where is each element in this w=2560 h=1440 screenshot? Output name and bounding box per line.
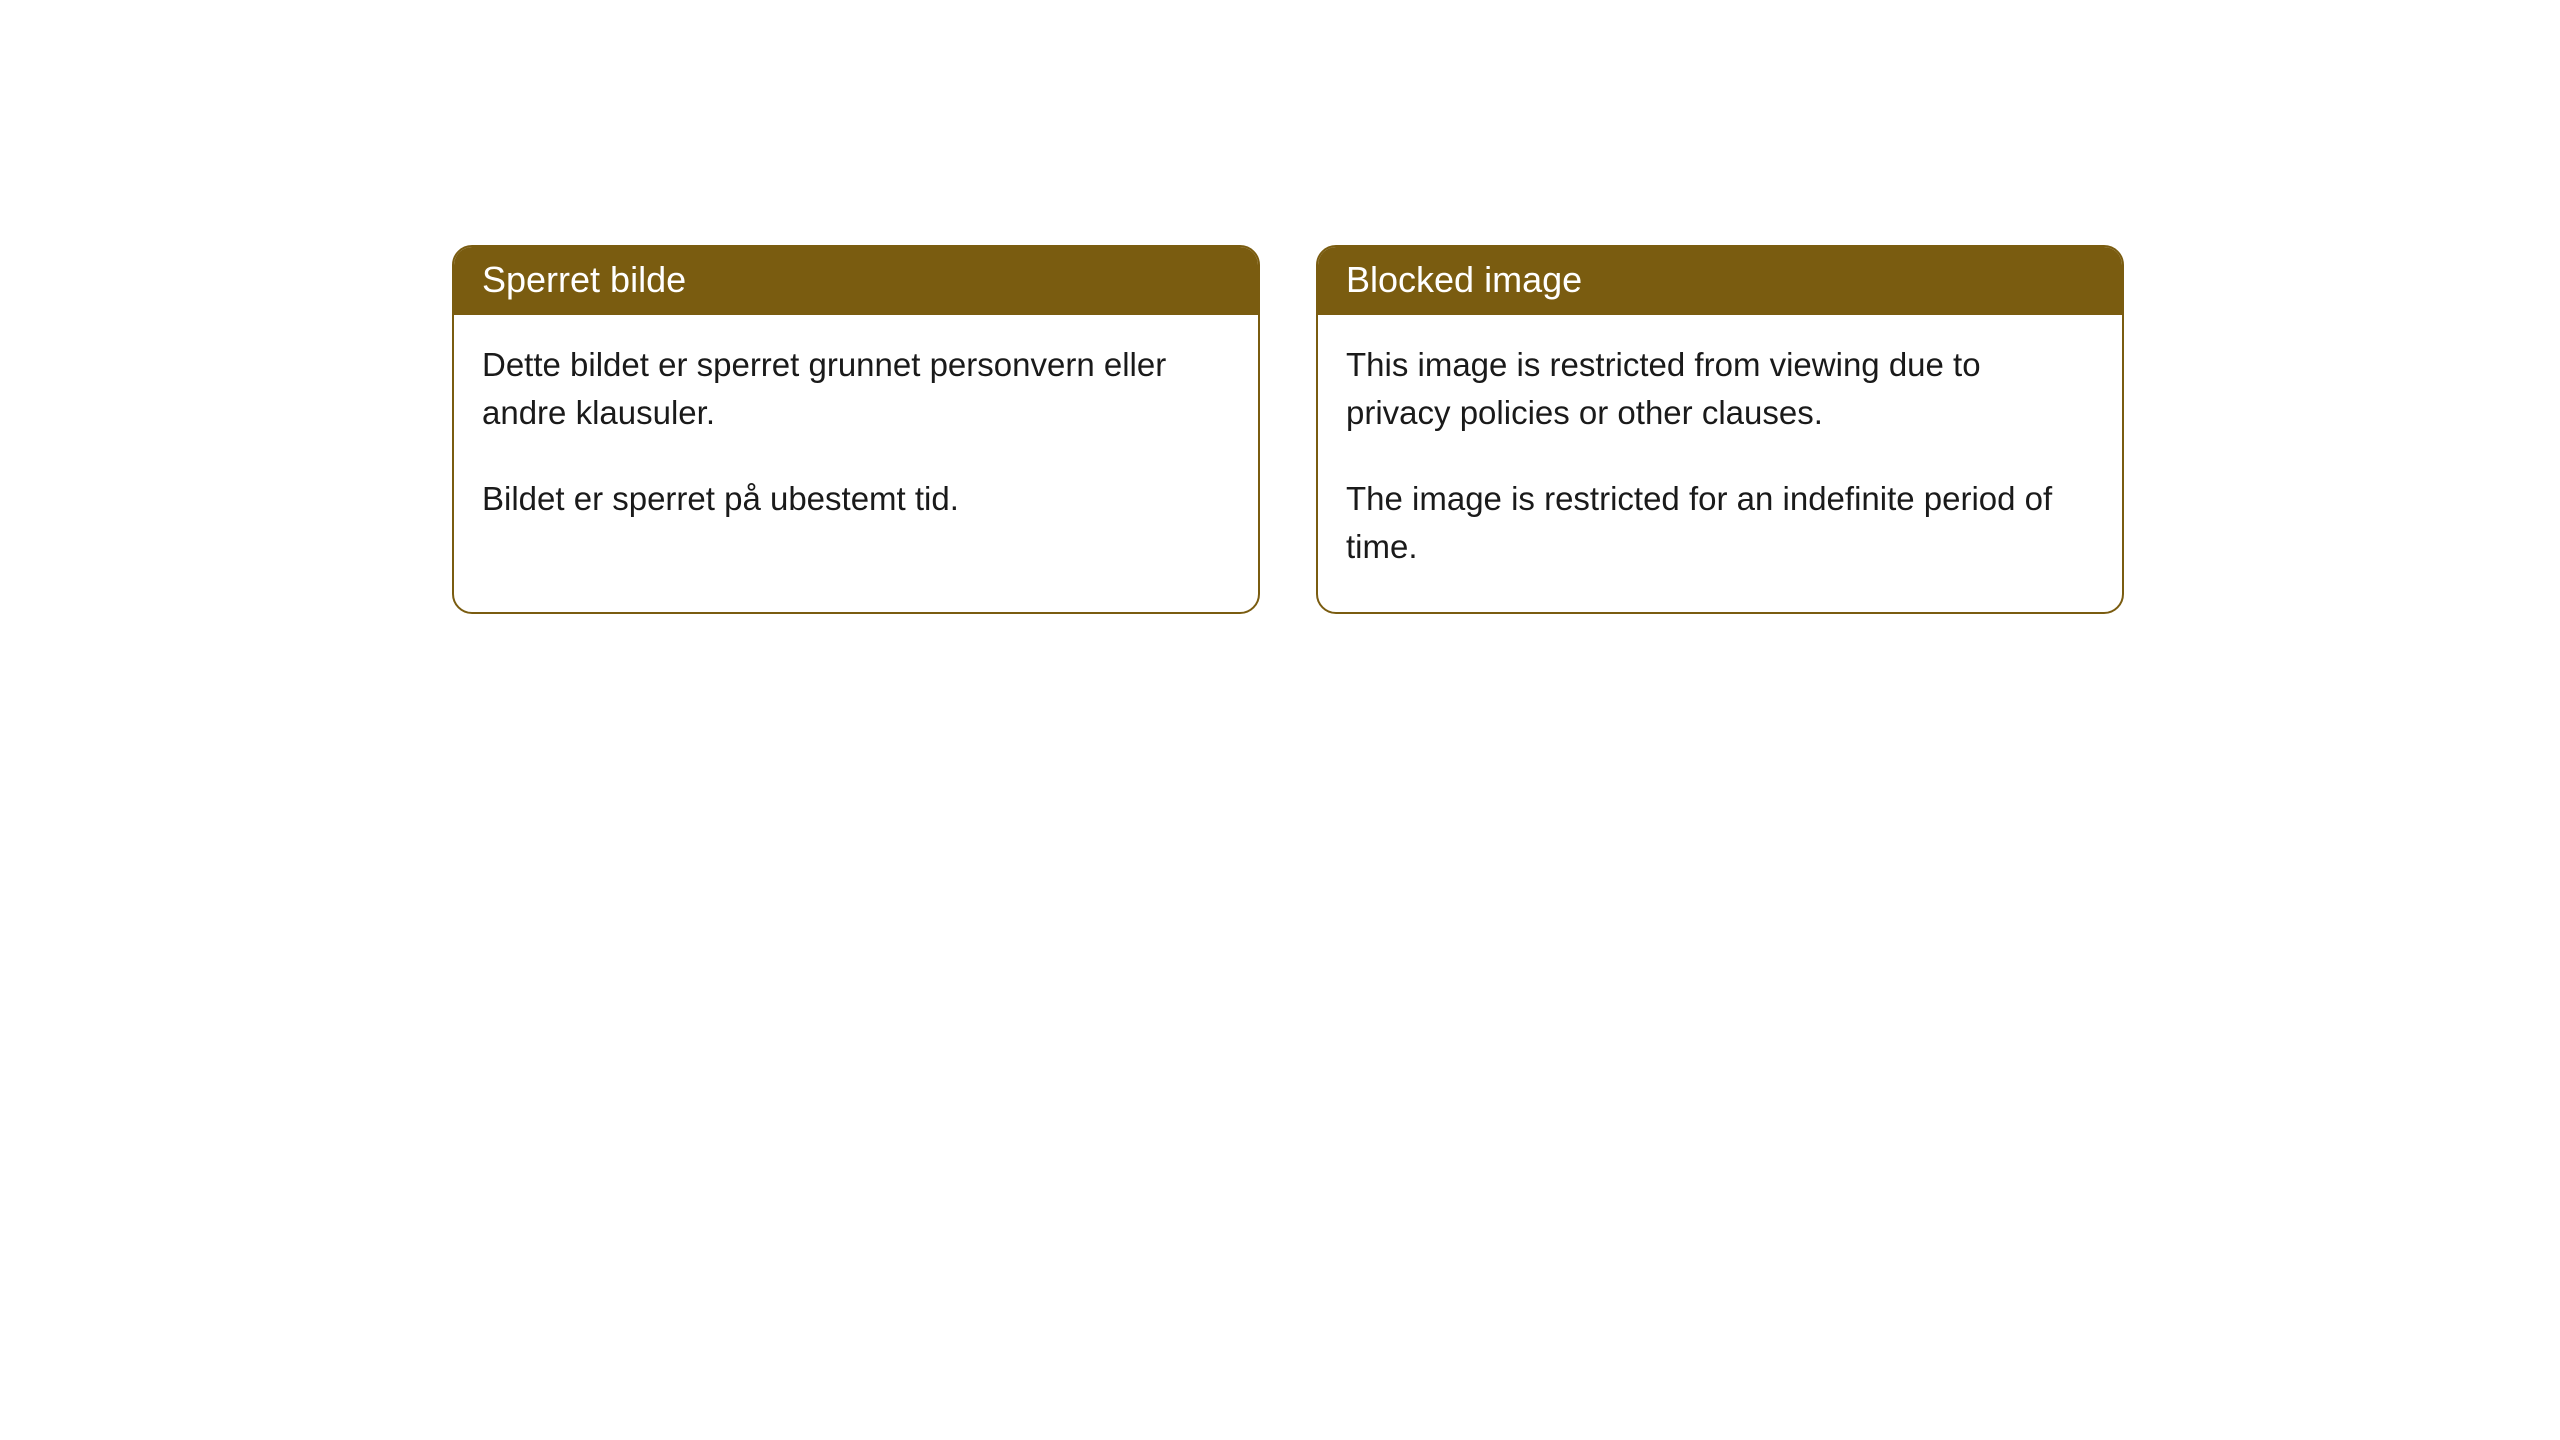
card-paragraph: Dette bildet er sperret grunnet personve… xyxy=(482,341,1230,437)
card-header: Blocked image xyxy=(1318,247,2122,315)
card-header: Sperret bilde xyxy=(454,247,1258,315)
notice-card-english: Blocked image This image is restricted f… xyxy=(1316,245,2124,614)
notice-card-norwegian: Sperret bilde Dette bildet er sperret gr… xyxy=(452,245,1260,614)
card-body: This image is restricted from viewing du… xyxy=(1318,315,2122,612)
card-paragraph: Bildet er sperret på ubestemt tid. xyxy=(482,475,1230,523)
card-paragraph: This image is restricted from viewing du… xyxy=(1346,341,2094,437)
card-paragraph: The image is restricted for an indefinit… xyxy=(1346,475,2094,571)
card-body: Dette bildet er sperret grunnet personve… xyxy=(454,315,1258,565)
notice-cards-container: Sperret bilde Dette bildet er sperret gr… xyxy=(452,245,2560,614)
